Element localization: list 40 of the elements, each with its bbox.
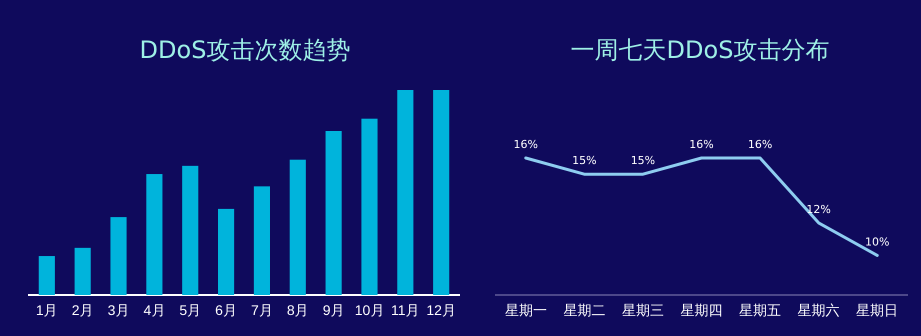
x-tick-label: 5月 — [179, 302, 202, 318]
data-label: 10% — [865, 235, 890, 248]
x-tick-label: 9月 — [322, 302, 345, 318]
x-tick-label: 4月 — [143, 302, 166, 318]
x-tick-label: 8月 — [286, 302, 309, 318]
x-tick-label: 10月 — [354, 302, 384, 318]
bar — [110, 217, 127, 295]
bar — [397, 90, 414, 295]
data-label: 16% — [689, 138, 714, 151]
x-tick-label: 11月 — [391, 302, 420, 318]
data-label: 12% — [806, 202, 831, 216]
x-tick-label: 星期二 — [563, 302, 606, 318]
data-label: 16% — [748, 138, 772, 151]
x-tick-label: 6月 — [215, 302, 237, 318]
x-tick-label: 12月 — [426, 302, 456, 318]
bar — [254, 186, 270, 295]
data-label: 16% — [514, 138, 538, 151]
bar — [433, 90, 450, 295]
bar — [74, 248, 91, 295]
bar — [146, 174, 162, 295]
chart-title: DDoS攻击次数趋势 — [140, 36, 350, 64]
bar — [218, 208, 234, 295]
bar — [326, 131, 342, 295]
x-tick-label: 星期四 — [680, 302, 722, 318]
data-label: 15% — [630, 154, 656, 168]
x-tick-label: 星期五 — [739, 302, 782, 318]
x-tick-label: 星期一 — [504, 302, 547, 318]
bar — [182, 166, 198, 295]
chart-title: 一周七天DDoS攻击分布 — [570, 36, 830, 64]
data-label: 15% — [572, 154, 597, 168]
x-tick-label: 3月 — [108, 302, 130, 318]
x-tick-label: 1月 — [36, 302, 58, 318]
x-tick-label: 7月 — [251, 302, 273, 318]
bar — [290, 160, 306, 295]
bar — [38, 256, 55, 295]
x-tick-label: 星期三 — [622, 302, 664, 318]
bar — [361, 118, 378, 295]
x-tick-label: 星期日 — [856, 302, 898, 318]
x-tick-label: 2月 — [72, 302, 94, 318]
x-tick-label: 星期六 — [798, 302, 840, 318]
